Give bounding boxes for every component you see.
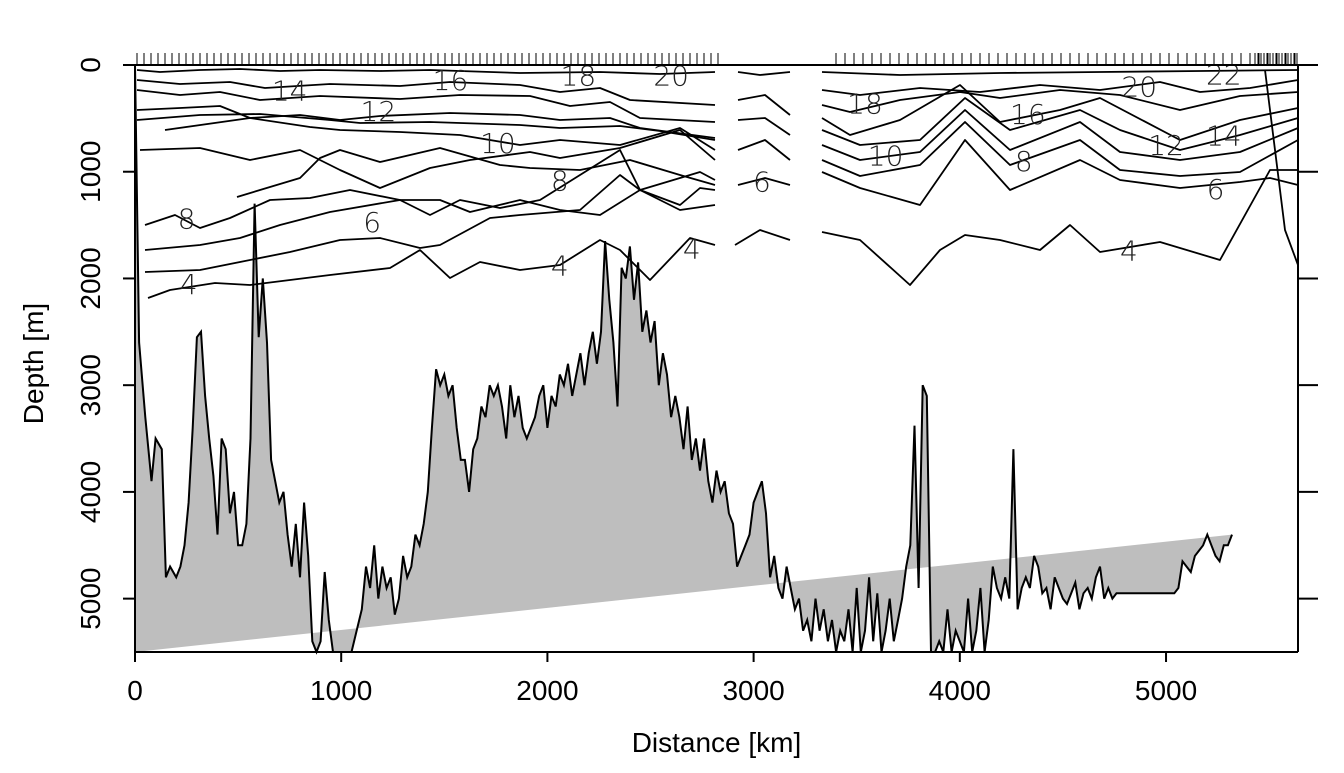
contour-label: 6 (753, 165, 771, 198)
x-axis-label: Distance [km] (632, 727, 802, 758)
y-tick-label: 3000 (75, 354, 106, 416)
contour-label: 20 (1121, 70, 1157, 103)
x-tick-label: 3000 (722, 675, 784, 706)
x-tick-label: 4000 (929, 675, 991, 706)
contour-line (734, 229, 791, 246)
y-tick-label: 0 (75, 57, 106, 73)
y-tick-label: 4000 (75, 461, 106, 523)
contour-label: 22 (1206, 59, 1242, 92)
contour-line (821, 109, 1299, 161)
x-tick-label: 2000 (516, 675, 578, 706)
contour-label: 14 (1206, 119, 1242, 152)
contour-label: 16 (433, 64, 469, 97)
contour-line (236, 147, 716, 198)
bathymetry-line (134, 64, 1233, 655)
contour-line (737, 117, 791, 136)
contour-line (737, 94, 791, 116)
contour-line (821, 169, 1298, 286)
contour-line (737, 71, 791, 76)
contour-line (136, 68, 716, 75)
contour-label: 10 (868, 140, 904, 173)
x-tick-label: 0 (127, 675, 143, 706)
contour-line (147, 237, 716, 299)
bathymetry-layer (134, 64, 1233, 655)
contour-label: 14 (272, 75, 308, 108)
y-axis-label: Depth [m] (18, 303, 49, 424)
contour-label: 6 (363, 206, 381, 239)
contour-label: 8 (551, 164, 569, 197)
y-tick-label: 2000 (75, 247, 106, 309)
y-tick-label: 5000 (75, 567, 106, 629)
contour-label: 4 (683, 233, 701, 266)
contour-line (821, 139, 1299, 206)
y-tick-label: 1000 (75, 141, 106, 203)
x-tick-label: 5000 (1135, 675, 1197, 706)
contour-line (136, 89, 716, 123)
contour-label: 4 (180, 268, 198, 301)
contour-line (136, 79, 716, 106)
contour-label: 10 (480, 127, 516, 160)
contour-label: 8 (178, 203, 196, 236)
contour-line (821, 89, 1299, 113)
contour-line (821, 121, 1299, 177)
labels-layer: Distance [km] Depth [m] (18, 303, 801, 758)
contour-line (821, 84, 1299, 141)
axes-layer: 0 1000 2000 3000 4000 5000 0 1000 2000 3000 4000 50… (75, 57, 1318, 706)
contour-label: 4 (1120, 235, 1138, 268)
contour-label: 8 (1015, 145, 1033, 178)
x-tick-label: 1000 (310, 675, 372, 706)
contour-line (821, 79, 1299, 96)
contour-line (144, 174, 716, 273)
contour-label: 12 (1148, 129, 1184, 162)
contour-label: 18 (847, 87, 883, 120)
contour-label: 4 (551, 250, 569, 283)
contour-line (144, 187, 716, 251)
contour-line (821, 97, 1299, 151)
station-ticks (136, 53, 1298, 65)
contour-line (737, 139, 791, 161)
contour-label: 6 (1207, 173, 1225, 206)
contour-line (164, 117, 716, 151)
contour-line (139, 129, 716, 189)
contour-line (737, 177, 791, 186)
contour-label: 16 (1010, 98, 1046, 131)
contour-line (1264, 69, 1299, 266)
contour-line (821, 69, 1299, 76)
contour-line (136, 113, 716, 141)
contour-line (136, 105, 716, 139)
contour-line (144, 149, 716, 229)
contour-label: 12 (361, 95, 397, 128)
